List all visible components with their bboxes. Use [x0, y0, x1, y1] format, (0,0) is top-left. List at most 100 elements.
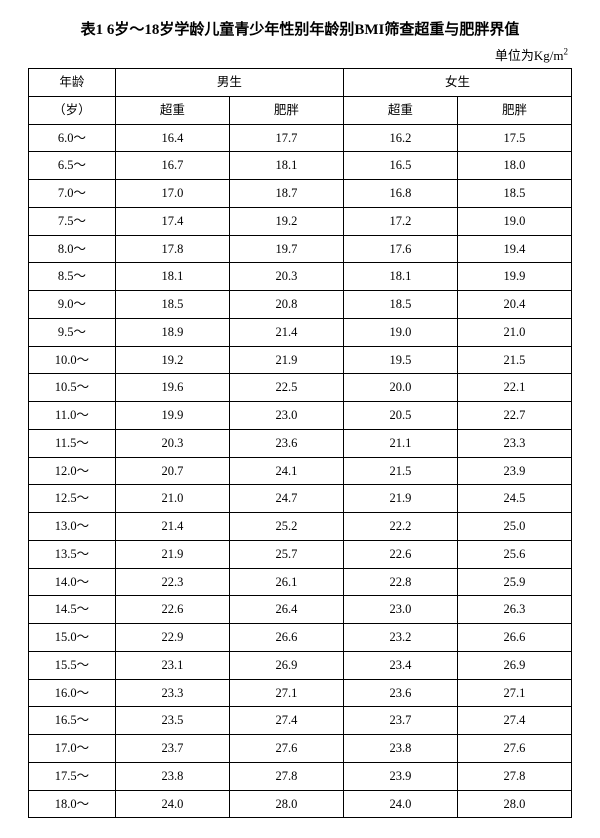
table-row: 15.0～22.926.623.226.6	[29, 624, 572, 652]
table-row: 11.5～20.323.621.123.3	[29, 429, 572, 457]
cell-f_ow: 20.5	[343, 402, 457, 430]
cell-f_ob: 18.0	[457, 152, 571, 180]
cell-m_ow: 21.0	[115, 485, 229, 513]
table-row: 9.0～18.520.818.520.4	[29, 291, 572, 319]
cell-m_ow: 21.4	[115, 513, 229, 541]
cell-age: 13.5～	[29, 540, 116, 568]
cell-m_ob: 17.7	[229, 124, 343, 152]
header-male-overweight: 超重	[115, 96, 229, 124]
cell-m_ob: 21.4	[229, 318, 343, 346]
cell-f_ow: 22.2	[343, 513, 457, 541]
cell-m_ow: 22.3	[115, 568, 229, 596]
cell-f_ow: 19.5	[343, 346, 457, 374]
cell-f_ob: 24.5	[457, 485, 571, 513]
cell-f_ow: 20.0	[343, 374, 457, 402]
cell-m_ow: 21.9	[115, 540, 229, 568]
table-body: 6.0～16.417.716.217.56.5～16.718.116.518.0…	[29, 124, 572, 818]
cell-f_ow: 16.5	[343, 152, 457, 180]
table-row: 16.5～23.527.423.727.4	[29, 707, 572, 735]
cell-m_ow: 23.3	[115, 679, 229, 707]
cell-age: 12.5～	[29, 485, 116, 513]
cell-f_ob: 26.3	[457, 596, 571, 624]
bmi-table: 年龄 男生 女生 （岁） 超重 肥胖 超重 肥胖 6.0～16.417.716.…	[28, 68, 572, 818]
cell-age: 11.5～	[29, 429, 116, 457]
cell-m_ow: 19.9	[115, 402, 229, 430]
cell-age: 17.5～	[29, 762, 116, 790]
cell-m_ow: 23.5	[115, 707, 229, 735]
cell-m_ob: 23.6	[229, 429, 343, 457]
table-row: 13.0～21.425.222.225.0	[29, 513, 572, 541]
cell-f_ob: 25.6	[457, 540, 571, 568]
cell-f_ow: 23.0	[343, 596, 457, 624]
cell-f_ow: 23.6	[343, 679, 457, 707]
table-row: 7.5～17.419.217.219.0	[29, 207, 572, 235]
cell-m_ob: 23.0	[229, 402, 343, 430]
cell-m_ob: 21.9	[229, 346, 343, 374]
cell-f_ob: 25.0	[457, 513, 571, 541]
cell-f_ow: 23.2	[343, 624, 457, 652]
cell-m_ob: 25.2	[229, 513, 343, 541]
header-male-obese: 肥胖	[229, 96, 343, 124]
page-container: 表1 6岁～18岁学龄儿童青少年性别年龄别BMI筛查超重与肥胖界值 单位为Kg/…	[0, 0, 600, 838]
cell-f_ob: 27.8	[457, 762, 571, 790]
header-row-2: （岁） 超重 肥胖 超重 肥胖	[29, 96, 572, 124]
header-male: 男生	[115, 69, 343, 97]
cell-f_ow: 16.2	[343, 124, 457, 152]
cell-f_ow: 23.9	[343, 762, 457, 790]
header-age-bottom: （岁）	[29, 96, 116, 124]
cell-m_ow: 16.4	[115, 124, 229, 152]
cell-f_ow: 24.0	[343, 790, 457, 818]
cell-m_ow: 23.1	[115, 651, 229, 679]
cell-f_ob: 26.6	[457, 624, 571, 652]
cell-f_ob: 19.4	[457, 235, 571, 263]
cell-m_ob: 26.9	[229, 651, 343, 679]
cell-m_ob: 24.7	[229, 485, 343, 513]
cell-f_ob: 18.5	[457, 180, 571, 208]
table-row: 7.0～17.018.716.818.5	[29, 180, 572, 208]
cell-age: 17.0～	[29, 735, 116, 763]
cell-age: 15.5～	[29, 651, 116, 679]
table-title: 表1 6岁～18岁学龄儿童青少年性别年龄别BMI筛查超重与肥胖界值	[28, 18, 572, 39]
unit-label: 单位为Kg/m2	[28, 45, 572, 64]
cell-age: 8.0～	[29, 235, 116, 263]
cell-age: 18.0～	[29, 790, 116, 818]
table-row: 14.5～22.626.423.026.3	[29, 596, 572, 624]
table-row: 12.0～20.724.121.523.9	[29, 457, 572, 485]
cell-f_ob: 28.0	[457, 790, 571, 818]
table-row: 14.0～22.326.122.825.9	[29, 568, 572, 596]
cell-m_ow: 22.6	[115, 596, 229, 624]
header-female: 女生	[343, 69, 571, 97]
cell-age: 6.5～	[29, 152, 116, 180]
header-row-1: 年龄 男生 女生	[29, 69, 572, 97]
table-row: 15.5～23.126.923.426.9	[29, 651, 572, 679]
cell-age: 9.5～	[29, 318, 116, 346]
cell-m_ob: 18.7	[229, 180, 343, 208]
table-row: 6.5～16.718.116.518.0	[29, 152, 572, 180]
cell-m_ob: 24.1	[229, 457, 343, 485]
cell-f_ow: 23.8	[343, 735, 457, 763]
cell-m_ob: 26.1	[229, 568, 343, 596]
table-row: 18.0～24.028.024.028.0	[29, 790, 572, 818]
cell-f_ob: 27.4	[457, 707, 571, 735]
cell-m_ow: 23.7	[115, 735, 229, 763]
cell-f_ob: 19.9	[457, 263, 571, 291]
table-row: 17.0～23.727.623.827.6	[29, 735, 572, 763]
header-age-top: 年龄	[29, 69, 116, 97]
unit-exp: 2	[564, 47, 569, 57]
cell-f_ow: 23.4	[343, 651, 457, 679]
cell-f_ow: 23.7	[343, 707, 457, 735]
cell-age: 7.5～	[29, 207, 116, 235]
table-row: 13.5～21.925.722.625.6	[29, 540, 572, 568]
cell-f_ow: 21.5	[343, 457, 457, 485]
cell-f_ow: 22.8	[343, 568, 457, 596]
table-row: 6.0～16.417.716.217.5	[29, 124, 572, 152]
cell-age: 14.5～	[29, 596, 116, 624]
cell-f_ow: 22.6	[343, 540, 457, 568]
cell-f_ob: 21.0	[457, 318, 571, 346]
cell-f_ob: 26.9	[457, 651, 571, 679]
cell-m_ob: 18.1	[229, 152, 343, 180]
cell-age: 6.0～	[29, 124, 116, 152]
cell-m_ow: 18.9	[115, 318, 229, 346]
cell-age: 11.0～	[29, 402, 116, 430]
cell-m_ow: 17.8	[115, 235, 229, 263]
